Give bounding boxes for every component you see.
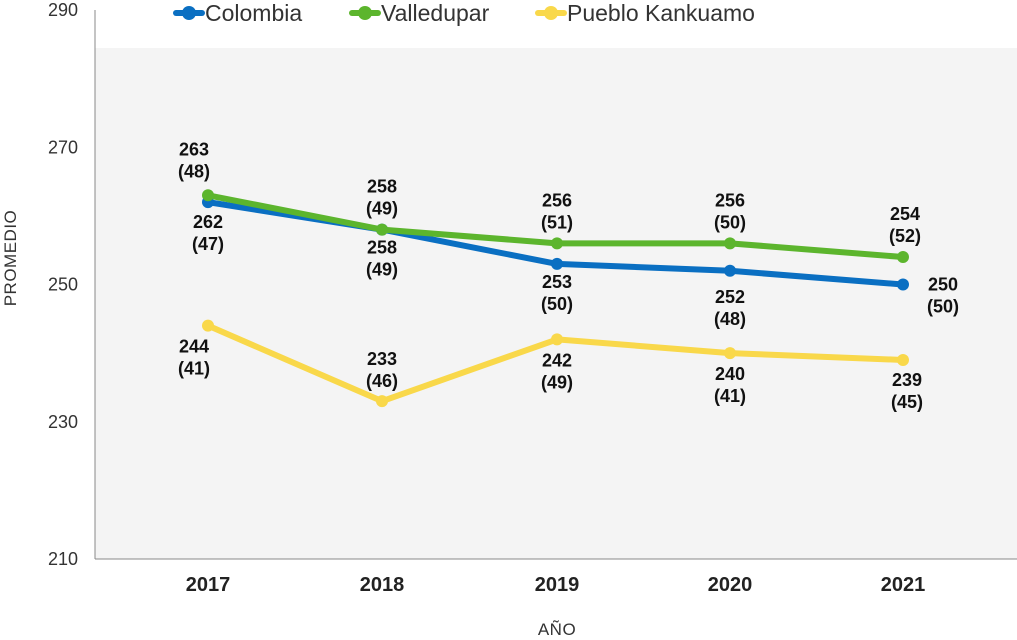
data-label-count: (52) bbox=[889, 226, 921, 246]
legend-marker bbox=[544, 6, 558, 20]
data-label-value: 256 bbox=[542, 190, 572, 210]
data-label-count: (45) bbox=[891, 392, 923, 412]
data-labels: 262(47) 258(49)253(50) 252(48)250(50)263(4… bbox=[178, 139, 959, 412]
data-label-value: 240 bbox=[715, 364, 745, 384]
data-point bbox=[724, 264, 736, 277]
x-tick-label: 2018 bbox=[360, 574, 405, 596]
data-label-count: (47) bbox=[192, 234, 224, 254]
data-point bbox=[551, 257, 563, 270]
data-label-value: 233 bbox=[367, 349, 397, 369]
data-label-count: (41) bbox=[178, 359, 210, 379]
data-point bbox=[376, 395, 388, 408]
y-tick-label: 270 bbox=[48, 137, 78, 157]
data-label-value: 252 bbox=[715, 287, 745, 307]
data-label-count: (41) bbox=[714, 386, 746, 406]
legend-label: Valledupar bbox=[381, 0, 490, 26]
data-label-count: (49) bbox=[366, 260, 398, 280]
data-label-value: 254 bbox=[890, 204, 920, 224]
data-point bbox=[897, 278, 909, 291]
data-label-count: (50) bbox=[541, 294, 573, 314]
y-tick-label: 290 bbox=[48, 0, 78, 20]
data-label-count: (46) bbox=[366, 371, 398, 391]
data-label-value: 242 bbox=[542, 350, 572, 370]
data-point bbox=[551, 237, 563, 250]
data-label-value: 244 bbox=[179, 337, 209, 357]
data-label-value: 253 bbox=[542, 272, 572, 292]
data-label-value: 250 bbox=[928, 275, 958, 295]
y-axis-title: PROMEDIO bbox=[1, 210, 20, 307]
x-tick-label: 2017 bbox=[186, 574, 231, 596]
legend-label: Pueblo Kankuamo bbox=[567, 0, 755, 26]
data-label-value: 258 bbox=[367, 177, 397, 197]
data-point bbox=[897, 251, 909, 264]
x-tick-label: 2020 bbox=[708, 574, 753, 596]
legend-marker bbox=[182, 6, 196, 20]
data-label-value: 239 bbox=[892, 370, 922, 390]
x-tick-label: 2021 bbox=[881, 574, 926, 596]
legend: Colombia Valledupar Pueblo Kankuamo bbox=[173, 0, 755, 26]
data-label-value: 256 bbox=[715, 190, 745, 210]
legend-marker bbox=[358, 6, 372, 20]
data-point bbox=[202, 189, 214, 202]
data-point bbox=[724, 237, 736, 250]
data-label-value: 258 bbox=[367, 238, 397, 258]
data-point bbox=[551, 333, 563, 346]
legend-label: Colombia bbox=[205, 0, 302, 26]
data-point bbox=[376, 223, 388, 236]
y-tick-label: 210 bbox=[48, 549, 78, 569]
data-point bbox=[202, 319, 214, 332]
y-tick-label: 230 bbox=[48, 412, 78, 432]
data-label-count: (49) bbox=[541, 372, 573, 392]
data-point bbox=[897, 353, 909, 366]
data-label-value: 263 bbox=[179, 139, 209, 159]
axes bbox=[94, 10, 1017, 560]
y-tick-labels: 210 230 250 270 290 bbox=[48, 0, 78, 569]
data-label-count: (51) bbox=[541, 212, 573, 232]
data-label-count: (50) bbox=[714, 212, 746, 232]
x-tick-label: 2019 bbox=[535, 574, 580, 596]
data-label-count: (50) bbox=[927, 297, 959, 317]
data-point bbox=[724, 347, 736, 360]
y-tick-label: 250 bbox=[48, 275, 78, 295]
data-label-value: 262 bbox=[193, 212, 223, 232]
data-label-count: (48) bbox=[714, 309, 746, 329]
data-label-count: (48) bbox=[178, 161, 210, 181]
series-layer bbox=[202, 189, 909, 408]
x-tick-labels: 2017 2018 2019 2020 2021 bbox=[186, 574, 926, 596]
plot-background bbox=[95, 48, 1017, 559]
x-axis-title: AÑO bbox=[538, 620, 576, 639]
data-label-count: (49) bbox=[366, 199, 398, 219]
